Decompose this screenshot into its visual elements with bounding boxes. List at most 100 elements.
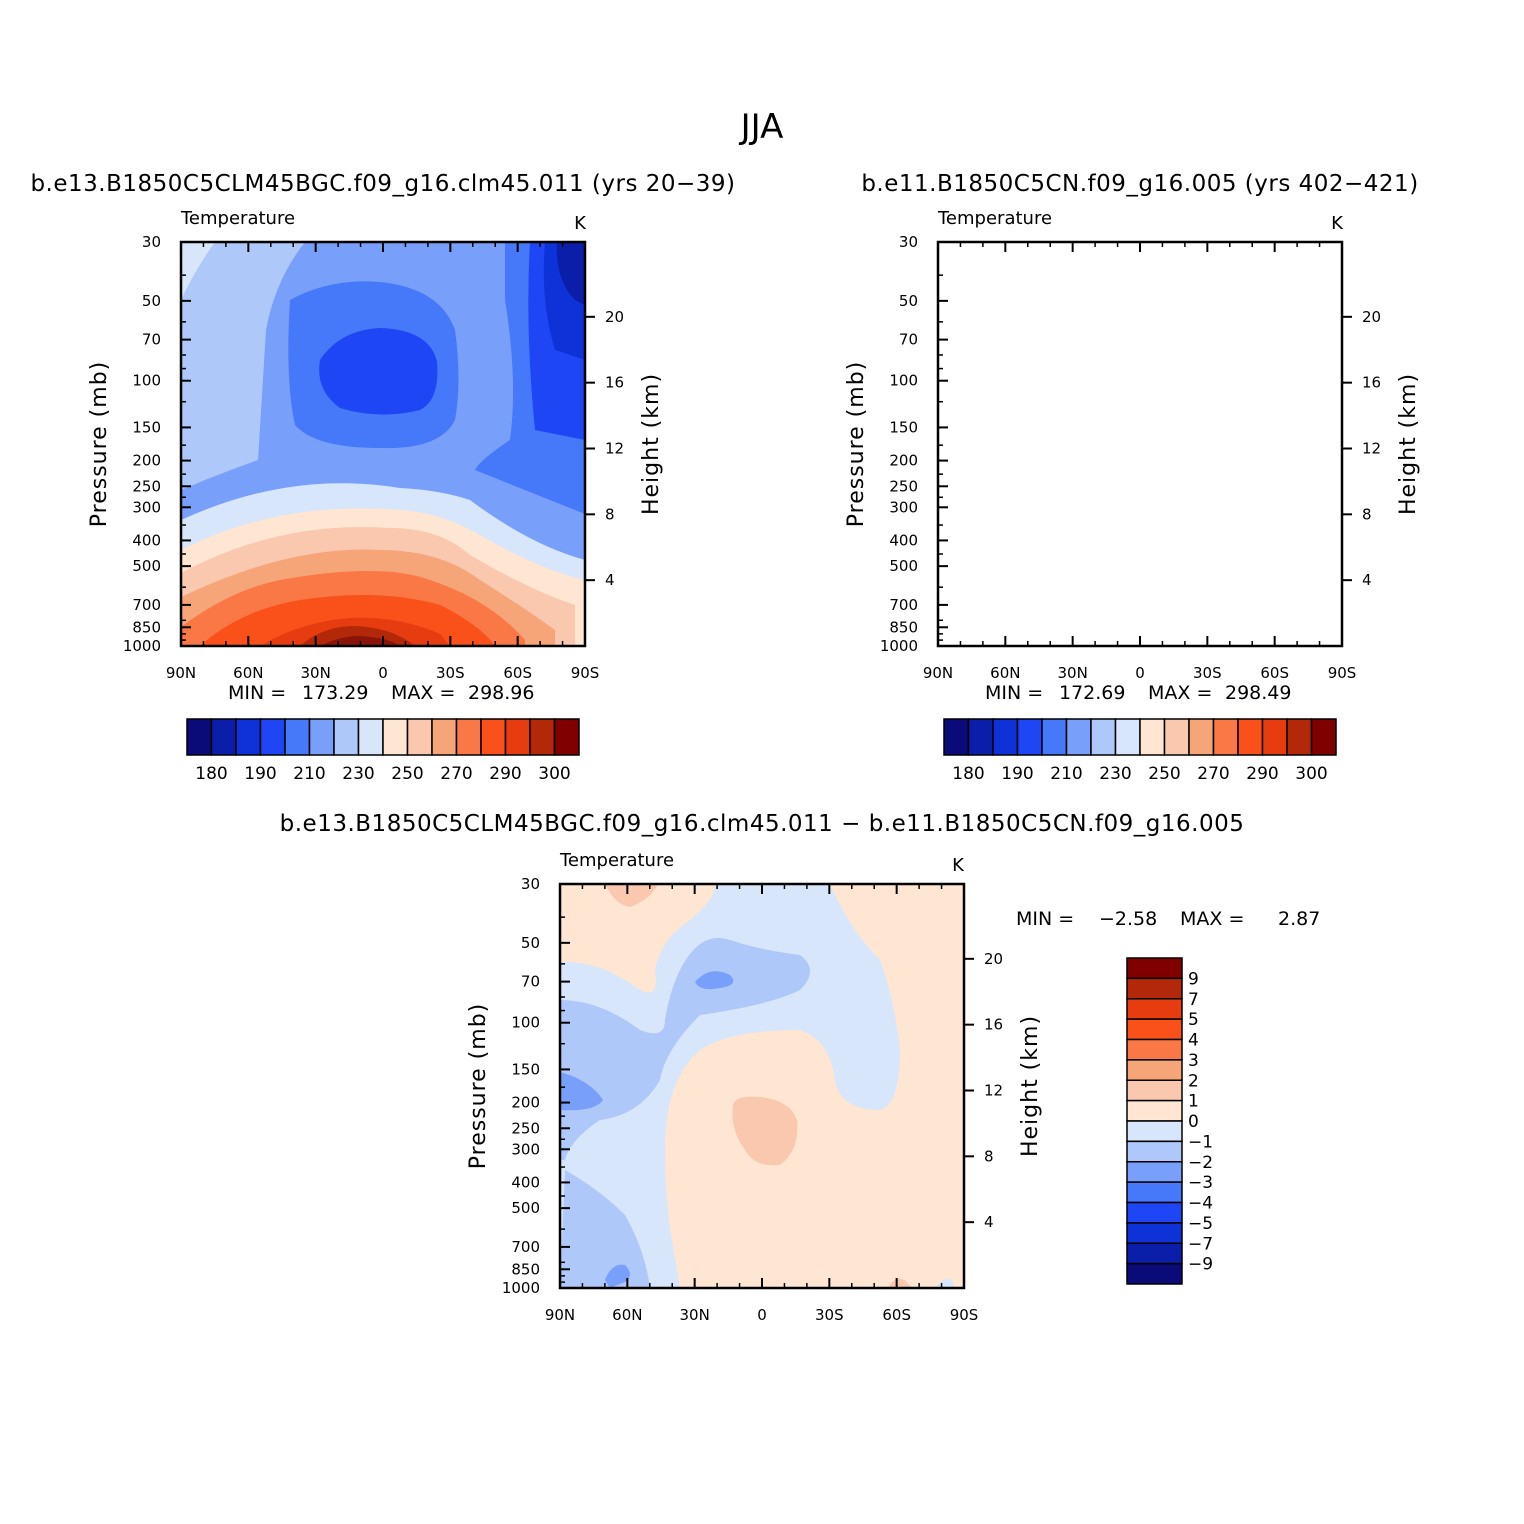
- right-colorbar-swatch: [1065, 718, 1092, 756]
- left-max-label: MAX =: [391, 682, 455, 704]
- left-x-tick-label: 0: [378, 664, 388, 682]
- left-colorbar-swatch: [235, 718, 262, 756]
- left-height-tick-label: 12: [605, 439, 624, 457]
- right-min-value: 172.69: [1059, 682, 1125, 704]
- diff-height-tick-label: 4: [984, 1213, 994, 1231]
- diff-colorbar-label: −7: [1188, 1234, 1213, 1254]
- right-colorbar-label: 230: [1099, 764, 1131, 784]
- right-x-tick-label: 0: [1135, 664, 1145, 682]
- diff-colorbar-label: −2: [1188, 1153, 1213, 1173]
- right-y-tick-label: 70: [899, 331, 918, 349]
- right-panel: b.e11.B1850C5CN.f09_g16.005 (yrs 402−421…: [844, 171, 1421, 784]
- diff-height-tick-label: 16: [984, 1016, 1003, 1034]
- right-colorbar-swatch: [1237, 718, 1264, 756]
- right-y-tick-label: 250: [889, 477, 918, 495]
- left-colorbar-swatch: [480, 718, 507, 756]
- right-colorbar-swatch: [1188, 718, 1215, 756]
- left-colorbar-swatch: [406, 718, 433, 756]
- diff-y-tick-label: 500: [511, 1199, 540, 1217]
- right-max-value: 298.49: [1225, 682, 1291, 704]
- diff-colorbar-swatch: [1126, 1140, 1183, 1163]
- diff-min-label: MIN =: [1016, 908, 1074, 930]
- left-panel-title: b.e13.B1850C5CLM45BGC.f09_g16.clm45.011 …: [30, 171, 735, 197]
- right-colorbar-swatch: [992, 718, 1019, 756]
- diff-variable-label: Temperature: [559, 850, 674, 871]
- right-height-tick-label: 12: [1362, 439, 1381, 457]
- right-colorbar-swatch: [1286, 718, 1313, 756]
- right-x-tick-label: 90S: [1328, 664, 1357, 682]
- left-y-tick-label: 100: [132, 372, 161, 390]
- right-x-tick-label: 60N: [990, 664, 1020, 682]
- left-units-label: K: [574, 213, 587, 234]
- diff-x-tick-label: 60N: [612, 1306, 642, 1324]
- right-max-label: MAX =: [1148, 682, 1212, 704]
- left-min-label: MIN =: [228, 682, 286, 704]
- right-contour-field: [938, 242, 1357, 660]
- right-height-tick-label: 4: [1362, 571, 1372, 589]
- left-min-value: 173.29: [302, 682, 368, 704]
- diff-colorbar-swatch: [1126, 1242, 1183, 1265]
- diff-x-tick-label: 90N: [545, 1306, 575, 1324]
- axes-layer: 3050701001502002503004005007008501000201…: [123, 233, 1381, 1324]
- diff-colorbar-label: 2: [1188, 1071, 1199, 1091]
- diff-y-axis-label-right: Height (km): [1018, 1015, 1043, 1157]
- left-y-tick-label: 300: [132, 498, 161, 516]
- left-height-tick-label: 4: [605, 571, 615, 589]
- left-colorbar-swatch: [529, 718, 556, 756]
- diff-x-tick-label: 0: [757, 1306, 767, 1324]
- diff-y-tick-label: 850: [511, 1260, 540, 1278]
- right-units-label: K: [1331, 213, 1344, 234]
- left-height-tick-label: 8: [605, 505, 615, 523]
- right-y-tick-label: 400: [889, 531, 918, 549]
- right-x-tick-label: 30S: [1193, 664, 1222, 682]
- right-min-label: MIN =: [985, 682, 1043, 704]
- diff-panel: b.e13.B1850C5CLM45BGC.f09_g16.clm45.011 …: [280, 811, 1320, 1290]
- left-colorbar: 180 190 210 230 250 270 290 300: [186, 718, 580, 784]
- right-y-tick-label: 100: [889, 372, 918, 390]
- left-colorbar-label: 190: [244, 764, 276, 784]
- diff-height-tick-label: 8: [984, 1147, 994, 1165]
- diff-colorbar-label: 5: [1188, 1010, 1199, 1030]
- left-colorbar-swatch: [455, 718, 482, 756]
- diff-y-tick-label: 100: [511, 1014, 540, 1032]
- diff-colorbar-label: −9: [1188, 1255, 1213, 1275]
- diff-colorbar-label: 1: [1188, 1092, 1199, 1112]
- diff-colorbar-label: 7: [1188, 990, 1199, 1010]
- right-height-tick-label: 16: [1362, 374, 1381, 392]
- left-colorbar-swatch: [504, 718, 531, 756]
- left-x-tick-label: 30N: [301, 664, 331, 682]
- diff-colorbar-label: 3: [1188, 1051, 1199, 1071]
- right-variable-label: Temperature: [937, 208, 1052, 229]
- left-colorbar-swatch: [333, 718, 360, 756]
- left-colorbar-label: 250: [391, 764, 423, 784]
- right-colorbar-label: 180: [952, 764, 984, 784]
- right-y-axis-label-right: Height (km): [1396, 373, 1421, 515]
- right-colorbar-swatch: [1261, 718, 1288, 756]
- diff-colorbar-label: −3: [1188, 1173, 1213, 1193]
- left-colorbar-swatch: [186, 718, 213, 756]
- left-colorbar-label: 230: [342, 764, 374, 784]
- right-colorbar-swatch: [967, 718, 994, 756]
- diff-colorbar-swatch: [1126, 1181, 1183, 1204]
- diff-colorbar-swatch: [1126, 998, 1183, 1020]
- left-colorbar-swatch: [553, 718, 580, 756]
- right-colorbar-swatch: [1163, 718, 1190, 756]
- left-colorbar-swatch: [259, 718, 286, 756]
- right-plot-frame: [936, 240, 1344, 648]
- diff-x-tick-label: 60S: [882, 1306, 911, 1324]
- diff-colorbar-label: 4: [1188, 1031, 1199, 1051]
- diff-height-tick-label: 20: [984, 950, 1003, 968]
- diff-colorbar-swatch: [1126, 1262, 1183, 1285]
- right-x-tick-label: 30N: [1058, 664, 1088, 682]
- diff-y-tick-label: 30: [521, 875, 540, 893]
- right-colorbar-label: 270: [1197, 764, 1229, 784]
- diff-y-tick-label: 400: [511, 1173, 540, 1191]
- right-y-tick-label: 850: [889, 618, 918, 636]
- diff-y-tick-label: 1000: [502, 1279, 540, 1297]
- left-x-tick-label: 60S: [503, 664, 532, 682]
